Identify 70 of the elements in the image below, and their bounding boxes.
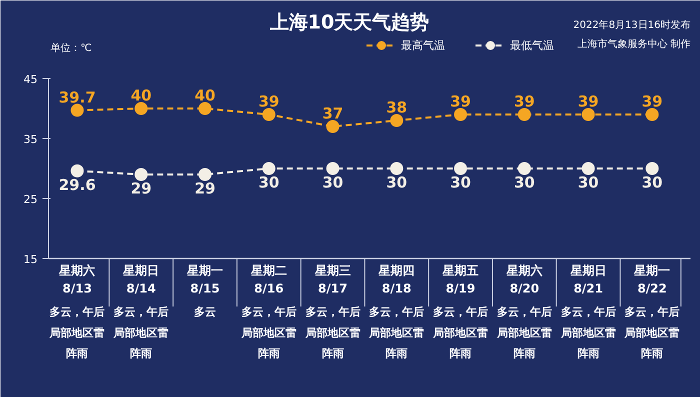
point	[134, 102, 148, 115]
point	[326, 120, 340, 133]
data-label: 29.6	[58, 176, 96, 194]
data-label: 39	[578, 92, 599, 110]
point	[198, 168, 212, 181]
text: 多云，午后局部地区雷阵雨	[112, 306, 169, 360]
data-label: 39	[514, 92, 535, 110]
text: 多云，午后局部地区雷阵雨	[432, 306, 488, 360]
x-tick-label: 星期五 8/19	[442, 264, 479, 296]
y-tick-label: 45	[24, 73, 38, 86]
data-label: 30	[386, 174, 408, 192]
text: 多云，午后局部地区雷阵雨	[624, 306, 680, 360]
chart-title: 上海10天天气趋势	[268, 12, 430, 34]
data-label: 30	[322, 174, 344, 192]
x-tick-label: 星期六 8/13	[58, 264, 96, 296]
y-axis-title: 单位：℃	[50, 42, 92, 54]
x-tick-label: 星期日 8/14	[122, 264, 160, 296]
data-label: 29	[130, 180, 152, 198]
point	[326, 162, 340, 175]
point	[198, 102, 212, 115]
text: 多云，午后局部地区雷阵雨	[496, 306, 552, 360]
text: 多云，午后局部地区雷阵雨	[304, 306, 360, 360]
x-tick-label: 星期四 8/18	[378, 264, 415, 296]
legend-label: 最高气温	[401, 38, 445, 52]
y-tick-label: 25	[24, 193, 38, 206]
data-label: 30	[642, 174, 663, 192]
text: 多云，午后局部地区雷阵雨	[368, 306, 424, 360]
point	[390, 162, 404, 175]
point	[262, 108, 276, 121]
point	[582, 162, 595, 175]
x-tick-label: 星期一 8/15	[186, 264, 224, 296]
x-tick-label: 星期一 8/22	[633, 264, 670, 296]
point	[134, 168, 148, 181]
y-tick-label: 15	[24, 253, 38, 266]
point	[454, 108, 468, 121]
data-label: 38	[386, 98, 408, 116]
data-label: 29	[194, 180, 216, 198]
data-label: 30	[258, 174, 280, 192]
x-tick-label: 星期三 8/17	[314, 264, 351, 296]
data-label: 39	[642, 92, 663, 110]
data-label: 37	[322, 104, 344, 122]
text: 多云，午后局部地区雷阵雨	[240, 306, 296, 360]
point	[262, 162, 276, 175]
data-label: 39.7	[58, 88, 96, 106]
data-label: 39	[450, 92, 471, 110]
data-label: 30	[450, 174, 471, 192]
text: 多云	[194, 306, 216, 318]
point	[582, 108, 595, 121]
data-label: 30	[514, 174, 535, 192]
data-label: 40	[194, 86, 216, 104]
point	[70, 164, 84, 178]
text: 多云，午后局部地区雷阵雨	[48, 306, 105, 360]
point	[646, 108, 659, 121]
text: 上海市气象服务中心 制作	[577, 38, 691, 50]
legend-label: 最低气温	[510, 38, 554, 52]
data-label: 39	[258, 92, 280, 110]
point	[518, 108, 531, 121]
chart-subtitle: 2022年8月13日16时发布	[573, 19, 691, 31]
point	[646, 162, 659, 175]
x-tick-label: 星期日 8/21	[569, 264, 606, 296]
data-label: 40	[130, 86, 152, 104]
point	[70, 104, 84, 117]
x-tick-label: 星期六 8/20	[505, 264, 542, 296]
point	[518, 162, 531, 175]
point	[390, 114, 404, 127]
y-tick-label: 35	[24, 133, 38, 146]
text: 多云，午后局部地区雷阵雨	[560, 306, 616, 360]
data-label: 30	[578, 174, 599, 192]
point	[454, 162, 468, 175]
x-tick-label: 星期二 8/16	[250, 264, 287, 296]
